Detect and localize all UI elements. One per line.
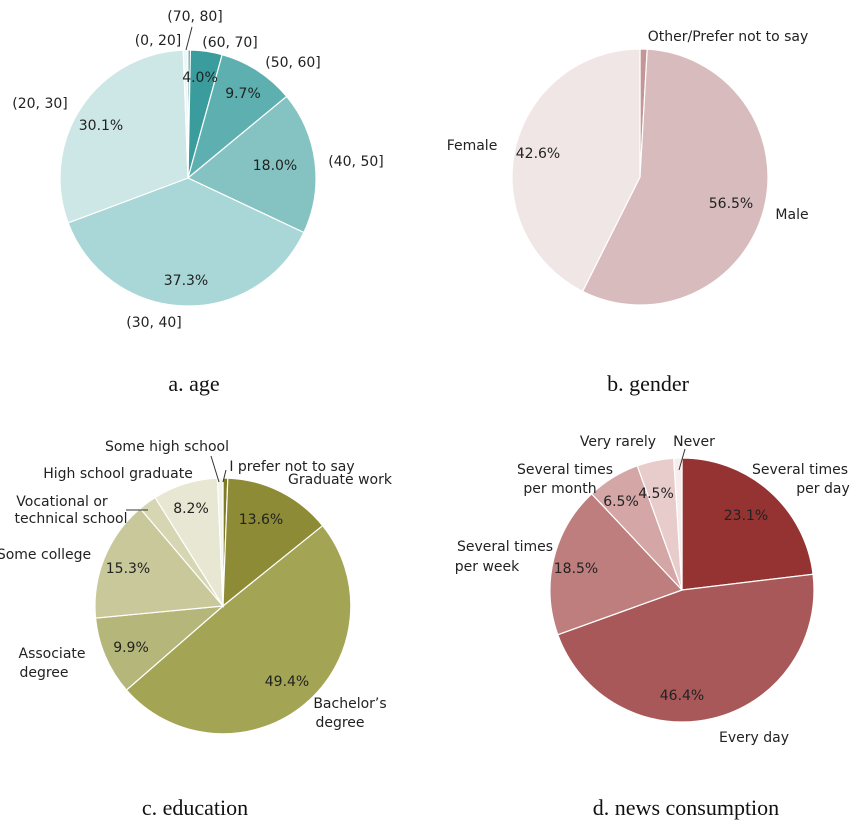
label-never: Never — [673, 434, 715, 450]
pct-label-some-college: 15.3% — [106, 561, 150, 577]
pie-slice-20-30 — [59, 49, 189, 224]
leader-line-never — [678, 448, 686, 471]
label-high-school-graduate: High school graduate — [43, 466, 193, 482]
label-female: Female — [447, 138, 498, 154]
pct-label-very-rarely: 4.5% — [638, 486, 674, 502]
label-50-60: (50, 60] — [265, 55, 320, 71]
pct-label-male: 56.5% — [709, 196, 753, 212]
label-several-times-per-week-line1: Several times — [457, 539, 553, 555]
pct-label-20-30: 30.1% — [79, 118, 123, 134]
pie-age: 4.0% 9.7% 18.0% 37.3% 30.1% (70, 80] (60… — [12, 9, 383, 396]
label-several-times-per-day-line1: Several times — [752, 462, 848, 478]
label-30-40: (30, 40] — [126, 315, 181, 331]
pie-news-consumption: 23.1% 46.4% 18.5% 6.5% 4.5% Never Very r… — [455, 434, 850, 820]
news-pct-labels: 23.1% 46.4% 18.5% 6.5% 4.5% — [554, 486, 768, 704]
pct-label-several-times-per-week: 18.5% — [554, 561, 598, 577]
label-40-50: (40, 50] — [328, 154, 383, 170]
pct-label-40-50: 18.0% — [253, 158, 297, 174]
pie-education: 13.6% 49.4% 9.9% 15.3% 8.2% Some high sc… — [0, 439, 393, 820]
leader-line-prefer-not-to-say — [222, 469, 227, 483]
pct-label-several-times-per-month: 6.5% — [603, 494, 639, 510]
label-several-times-per-week-line2: per week — [455, 559, 520, 575]
label-bachelors-line1: Bachelor’s — [313, 696, 386, 712]
gender-slices — [511, 48, 769, 306]
label-vocational-line1: Vocational or — [16, 494, 108, 510]
age-category-labels: (70, 80] (60, 70] (50, 60] (40, 50] (30,… — [12, 9, 383, 331]
pie-slice-several-times-per-day — [681, 457, 814, 591]
pie-slice-40-50 — [186, 95, 317, 234]
pie-slice-every-day — [557, 573, 815, 723]
caption-education: c. education — [142, 795, 248, 820]
pct-label-60-70: 4.0% — [182, 70, 218, 86]
pct-label-50-60: 9.7% — [225, 86, 261, 102]
label-0-20: (0, 20] — [135, 33, 182, 49]
pie-slice-some-college — [94, 507, 225, 619]
caption-age: a. age — [168, 371, 219, 396]
label-associate-line1: Associate — [19, 646, 86, 662]
age-slices — [59, 49, 317, 307]
pie-slice-bachelor-s-degree — [125, 524, 352, 735]
label-some-high-school: Some high school — [105, 439, 229, 455]
caption-gender: b. gender — [607, 371, 690, 396]
pie-slice-30-40 — [67, 177, 305, 307]
pie-slice-female — [511, 48, 641, 293]
label-prefer-not-to-say: I prefer not to say — [229, 459, 354, 475]
label-vocational-line2: technical school — [15, 511, 128, 527]
label-several-times-per-day-line2: per day — [796, 481, 849, 497]
pie-slice-several-times-per-week — [549, 492, 684, 636]
label-graduate-work: Graduate work — [288, 472, 393, 488]
label-bachelors-line2: degree — [315, 715, 364, 731]
education-pct-labels: 13.6% 49.4% 9.9% 15.3% 8.2% — [106, 501, 309, 690]
leader-line-70-80 — [185, 26, 193, 51]
caption-news-consumption: d. news consumption — [593, 795, 779, 820]
news-slices — [549, 457, 815, 723]
pie-slice-0-20 — [182, 49, 189, 179]
label-associate-line2: degree — [19, 665, 68, 681]
label-other-prefer-not-to-say: Other/Prefer not to say — [648, 29, 809, 45]
leader-line-some-high-school — [210, 455, 220, 483]
pie-gender: 56.5% 42.6% Other/Prefer not to say Male… — [447, 29, 809, 396]
age-pct-labels: 4.0% 9.7% 18.0% 37.3% 30.1% — [79, 70, 297, 289]
pct-label-every-day: 46.4% — [660, 688, 704, 704]
label-20-30: (20, 30] — [12, 96, 67, 112]
label-male: Male — [775, 207, 808, 223]
pie-slice-male — [581, 48, 769, 306]
label-several-times-per-month-line2: per month — [523, 481, 596, 497]
education-category-labels: Some high school I prefer not to say Gra… — [0, 439, 393, 731]
pct-label-bachelors: 49.4% — [265, 674, 309, 690]
pct-label-associate: 9.9% — [113, 640, 149, 656]
pct-label-graduate-work: 13.6% — [239, 512, 283, 528]
pie-slice-50-60 — [186, 53, 288, 180]
pct-label-high-school-graduate: 8.2% — [173, 501, 209, 517]
pct-label-female: 42.6% — [516, 146, 560, 162]
label-60-70: (60, 70] — [202, 35, 257, 51]
news-category-labels: Never Very rarely Several times per day … — [455, 434, 850, 746]
pct-label-30-40: 37.3% — [164, 273, 208, 289]
label-70-80: (70, 80] — [167, 9, 222, 25]
label-several-times-per-month-line1: Several times — [517, 462, 613, 478]
label-every-day: Every day — [719, 730, 789, 746]
label-very-rarely: Very rarely — [580, 434, 656, 450]
pct-label-several-times-per-day: 23.1% — [724, 508, 768, 524]
pie-slice-associate-degree — [94, 605, 225, 691]
pie-slice-graduate-work — [222, 477, 324, 608]
label-some-college: Some college — [0, 547, 91, 563]
